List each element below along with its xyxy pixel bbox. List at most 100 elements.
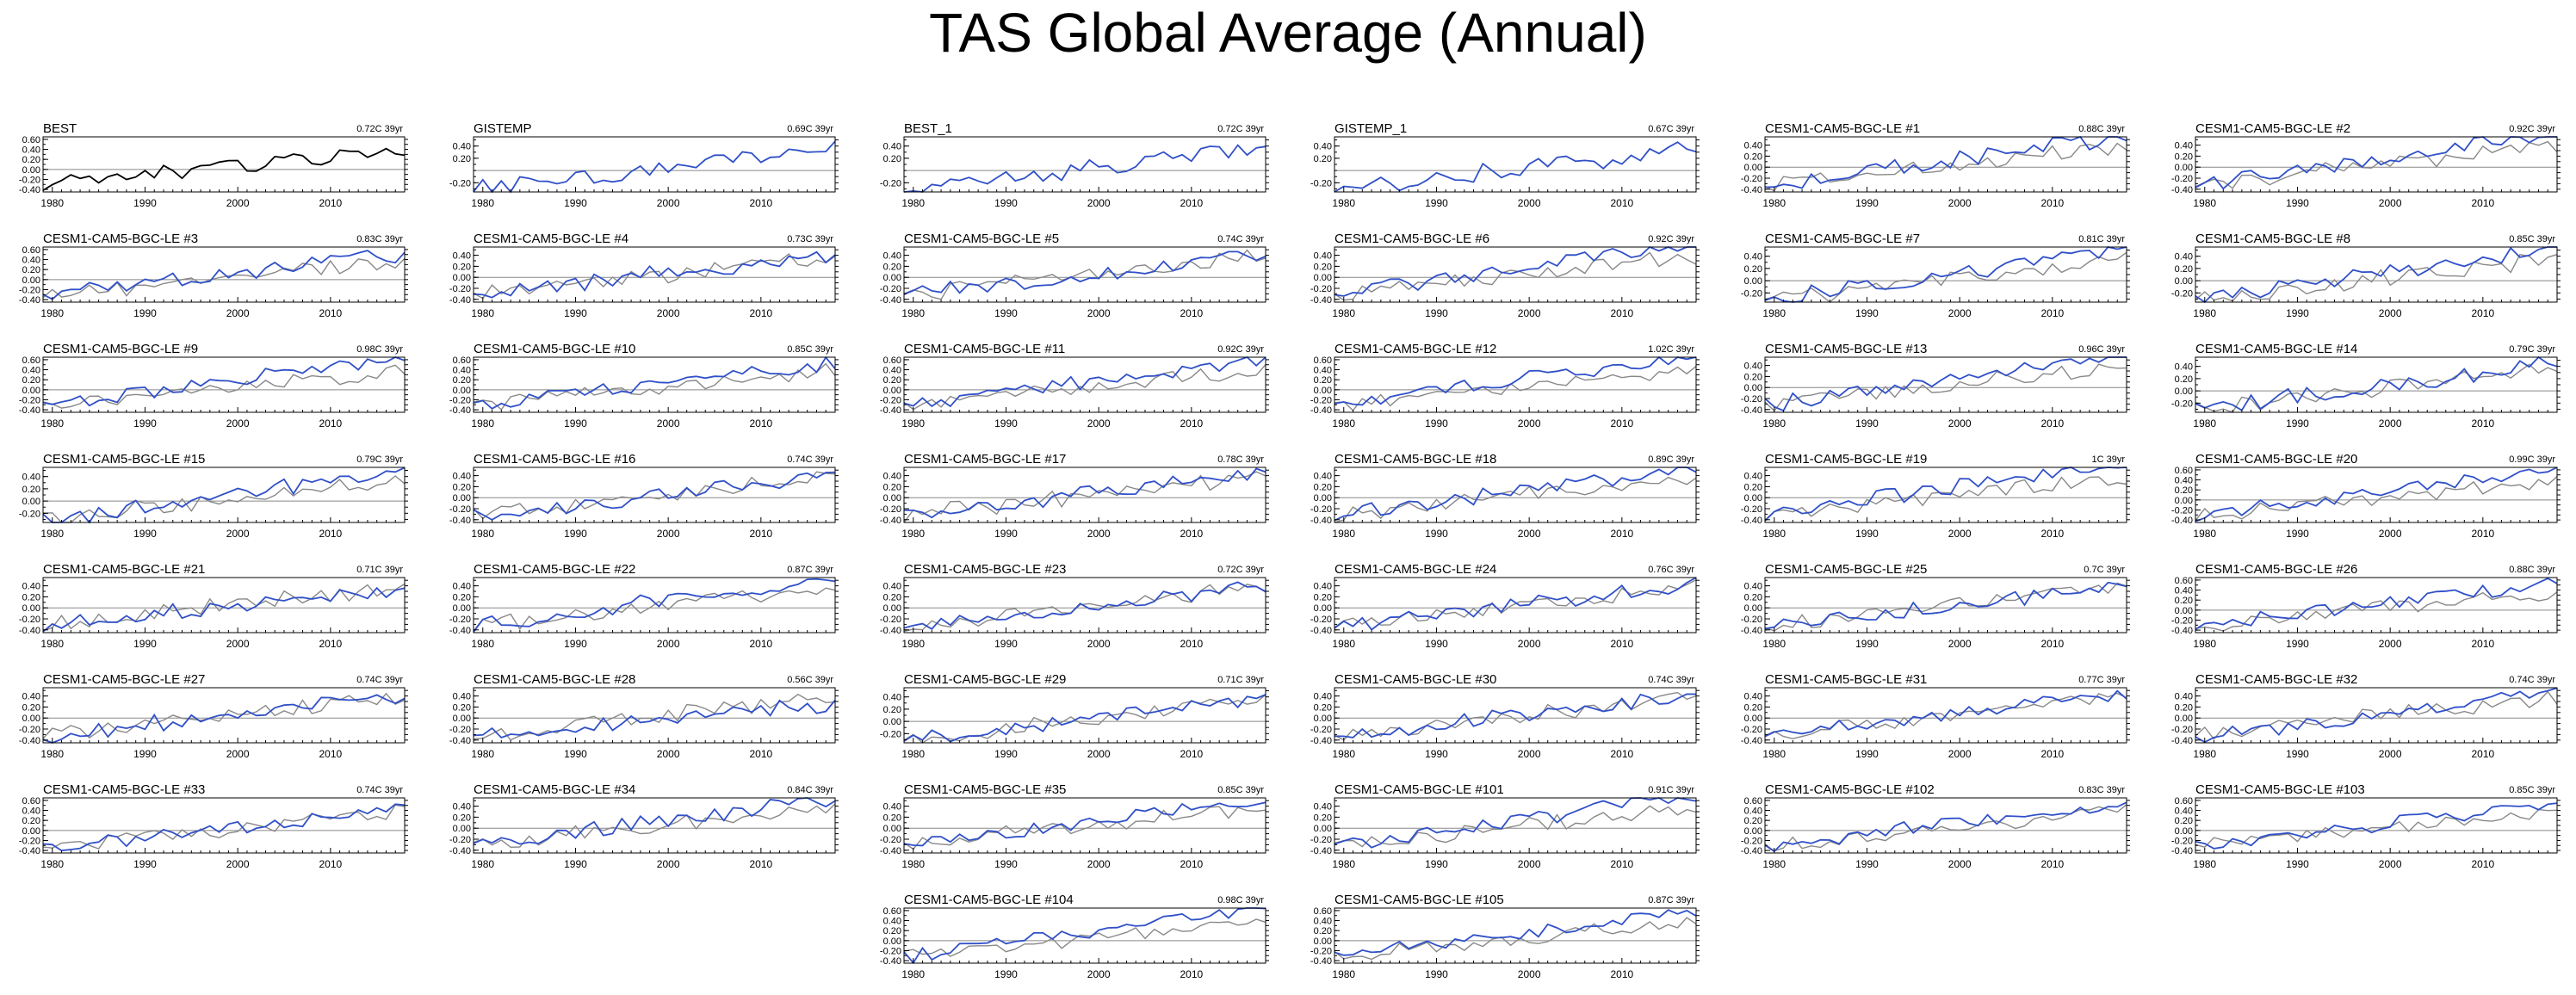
y-tick-label: -0.40 <box>449 295 471 306</box>
panel-title: CESM1-CAM5-BGC-LE #32 <box>2195 672 2357 687</box>
x-tick-label: 1980 <box>901 417 925 430</box>
y-tick-label: -0.40 <box>1310 295 1332 306</box>
x-tick-label: 2000 <box>1518 307 1541 319</box>
x-tick-label: 1980 <box>40 197 64 209</box>
trend-label: 0.74C 39yr <box>356 675 403 685</box>
y-tick-label: 0.00 <box>2175 714 2193 724</box>
x-tick-label: 1990 <box>994 197 1018 209</box>
panel-title: CESM1-CAM5-BGC-LE #17 <box>904 452 1066 467</box>
y-tick-label: 0.60 <box>2175 796 2193 807</box>
x-tick-label: 2000 <box>1518 528 1541 540</box>
y-tick-label: -0.20 <box>449 615 471 625</box>
trend-label: 0.87C 39yr <box>787 565 833 575</box>
x-tick-label: 1980 <box>1762 197 1786 209</box>
panel-best-1: BEST_1 0.72C 39yr -0.20 0.40 0.20 1980 1990 200… <box>880 121 1269 209</box>
model-series-line <box>2195 136 2557 190</box>
y-tick-label: -0.20 <box>449 725 471 735</box>
y-tick-label: -0.20 <box>880 835 901 845</box>
model-series-line <box>903 801 1266 847</box>
y-tick-label: 0.00 <box>2175 496 2193 506</box>
y-tick-label: -0.40 <box>880 846 901 856</box>
panel-title: CESM1-CAM5-BGC-LE #24 <box>1334 562 1496 577</box>
model-series-line <box>42 803 406 852</box>
x-tick-label: 2010 <box>1610 528 1633 540</box>
y-tick-label: 0.20 <box>1744 264 1762 275</box>
panel-cesm1-cam5-bgc-le-34: CESM1-CAM5-BGC-LE #34 0.84C 39yr -0.40-0.2… <box>449 782 839 870</box>
y-tick-label: -0.20 <box>2171 615 2193 626</box>
trend-label: 0.85C 39yr <box>2509 234 2555 244</box>
y-tick-label: -0.20 <box>1310 284 1332 294</box>
observed-series-line <box>42 147 406 191</box>
panel-title: CESM1-CAM5-BGC-LE #11 <box>904 342 1065 356</box>
plot-frame <box>2195 136 2558 193</box>
observed-series-line <box>1334 251 1697 301</box>
x-tick-label: 2010 <box>2040 528 2064 540</box>
panel-cesm1-cam5-bgc-le-32: CESM1-CAM5-BGC-LE #32 0.74C 39yr -0.40-0.2… <box>2171 672 2561 760</box>
observed-series-line <box>1334 691 1697 741</box>
panel-cesm1-cam5-bgc-le-31: CESM1-CAM5-BGC-LE #31 0.77C 39yr -0.40-0.2… <box>1741 672 2130 760</box>
x-tick-label: 1990 <box>1425 417 1448 430</box>
y-tick-label: -0.40 <box>2171 516 2193 526</box>
y-tick-label: 0.40 <box>2175 807 2193 817</box>
observed-series-line <box>1334 476 1697 523</box>
y-tick-label: 0.00 <box>1314 493 1332 504</box>
observed-series-line <box>2195 254 2558 302</box>
y-tick-label: -0.20 <box>1310 725 1332 735</box>
panel-title: CESM1-CAM5-BGC-LE #25 <box>1765 562 1927 577</box>
plot-frame <box>473 246 836 303</box>
panel-title: BEST_1 <box>904 121 952 136</box>
y-tick-label: -0.20 <box>1310 504 1332 515</box>
y-tick-label: -0.40 <box>1310 736 1332 746</box>
y-tick-label: 0.40 <box>22 473 40 483</box>
model-series-line <box>473 140 836 194</box>
trend-label: 0.83C 39yr <box>356 234 403 244</box>
plot-frame <box>1334 136 1697 193</box>
x-tick-label: 2010 <box>2040 638 2064 650</box>
x-tick-label: 2000 <box>2379 638 2402 650</box>
panel-title: CESM1-CAM5-BGC-LE #27 <box>43 672 205 687</box>
y-tick-label: 0.00 <box>1744 163 1762 173</box>
observed-series-line <box>903 364 1266 411</box>
x-tick-label: 2000 <box>2379 197 2402 209</box>
y-tick-label: -0.40 <box>19 846 40 856</box>
observed-series-line <box>1334 578 1697 628</box>
model-series-line <box>1334 245 1696 297</box>
y-tick-label: 0.00 <box>1744 714 1762 724</box>
plot-frame <box>903 797 1266 854</box>
plot-frame <box>1764 797 2127 854</box>
y-tick-label: 0.40 <box>1314 802 1332 813</box>
y-tick-label: -0.40 <box>1741 185 1762 195</box>
x-tick-label: 1980 <box>2193 858 2216 870</box>
model-series-line <box>1334 467 1697 522</box>
x-tick-label: 1990 <box>994 968 1018 980</box>
x-tick-label: 1980 <box>40 858 64 870</box>
trend-label: 0.74C 39yr <box>1217 234 1264 244</box>
y-tick-label: 0.00 <box>2175 606 2193 616</box>
x-tick-label: 2000 <box>1948 528 1972 540</box>
plot-frame <box>1334 246 1697 303</box>
y-tick-label: 0.40 <box>883 802 901 813</box>
x-tick-label: 2010 <box>2040 858 2064 870</box>
x-tick-label: 1990 <box>564 197 587 209</box>
x-tick-label: 2010 <box>2471 858 2494 870</box>
x-tick-label: 1990 <box>564 748 587 760</box>
trend-label: 0.73C 39yr <box>787 234 833 244</box>
x-tick-label: 1990 <box>1425 197 1448 209</box>
y-tick-label: -0.20 <box>1310 615 1332 625</box>
y-tick-label: 0.00 <box>453 714 471 724</box>
panel-cesm1-cam5-bgc-le-21: CESM1-CAM5-BGC-LE #21 0.71C 39yr -0.40-0.2… <box>19 562 408 650</box>
observed-series-line <box>2195 475 2558 522</box>
panel-cesm1-cam5-bgc-le-28: CESM1-CAM5-BGC-LE #28 0.56C 39yr -0.40-0.2… <box>449 672 839 760</box>
x-tick-label: 1980 <box>1332 197 1355 209</box>
y-tick-label: 0.00 <box>22 714 40 724</box>
panel-cesm1-cam5-bgc-le-30: CESM1-CAM5-BGC-LE #30 0.74C 39yr -0.40-0.2… <box>1310 672 1700 760</box>
y-tick-label: 0.00 <box>22 386 40 396</box>
panel-cesm1-cam5-bgc-le-3: CESM1-CAM5-BGC-LE #3 0.83C 39yr -0.40-0.20… <box>19 232 408 319</box>
model-series-line <box>1334 141 1697 193</box>
panel-title: CESM1-CAM5-BGC-LE #10 <box>474 342 635 356</box>
x-tick-label: 1980 <box>1332 968 1355 980</box>
y-tick-label: -0.20 <box>1741 174 1762 184</box>
panel-title: CESM1-CAM5-BGC-LE #21 <box>43 562 205 577</box>
model-series-line <box>903 250 1266 295</box>
x-tick-label: 2000 <box>1948 417 1972 430</box>
